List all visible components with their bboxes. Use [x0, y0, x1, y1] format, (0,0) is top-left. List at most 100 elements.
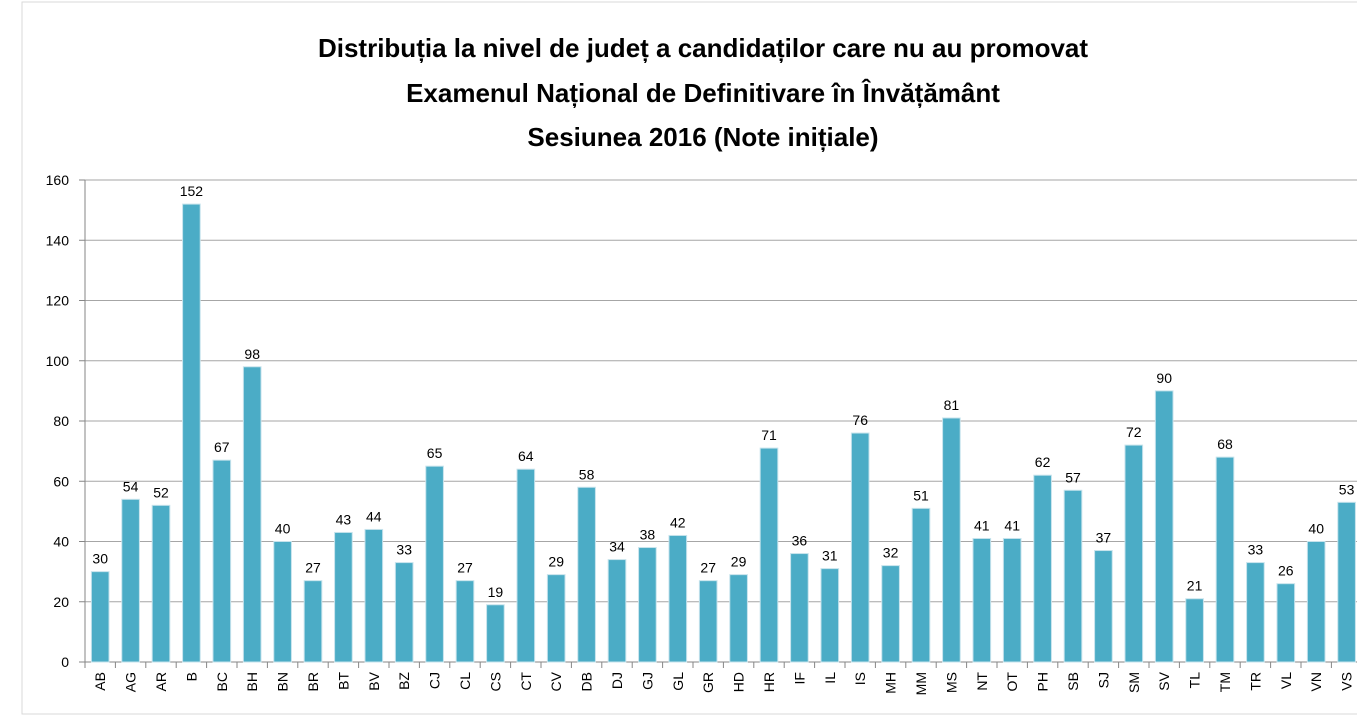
x-tick-label: B	[183, 672, 199, 681]
data-label: 68	[1217, 436, 1233, 452]
data-label: 38	[640, 527, 656, 543]
data-label: 62	[1035, 454, 1051, 470]
bar	[516, 468, 536, 663]
bar	[151, 504, 171, 663]
x-tick-label: SJ	[1095, 672, 1111, 688]
data-label: 41	[1004, 517, 1020, 533]
bar	[972, 537, 992, 663]
data-label: 65	[427, 445, 443, 461]
data-label: 81	[944, 397, 960, 413]
bar	[1215, 456, 1235, 663]
x-tick-label: IS	[852, 672, 868, 685]
bar	[1124, 444, 1144, 663]
data-label: 43	[336, 511, 352, 527]
bar	[455, 580, 475, 663]
bar	[698, 580, 718, 663]
x-tick-label: HD	[731, 672, 747, 692]
x-tick-label: CJ	[427, 672, 443, 689]
x-tick-label: VN	[1308, 672, 1324, 691]
data-label: 98	[244, 346, 260, 362]
x-tick-label: TM	[1217, 672, 1233, 692]
x-tick-label: TR	[1247, 672, 1263, 691]
bar	[546, 574, 566, 663]
x-tick-label: SB	[1065, 672, 1081, 691]
x-tick-label: BH	[244, 672, 260, 691]
data-label: 19	[488, 584, 504, 600]
data-label: 64	[518, 448, 534, 464]
data-label: 34	[609, 539, 625, 555]
x-tick-label: OT	[1004, 672, 1020, 692]
x-tick-label: CS	[487, 672, 503, 691]
data-label: 27	[305, 560, 321, 576]
y-tick-label: 80	[53, 413, 69, 429]
bar	[729, 574, 748, 663]
x-tick-label: MH	[883, 672, 899, 694]
x-tick-label: CT	[518, 672, 534, 691]
data-label: 36	[792, 533, 808, 549]
bar	[1306, 541, 1326, 663]
bar	[212, 459, 232, 663]
x-tick-label: BZ	[396, 672, 412, 690]
data-label: 72	[1126, 424, 1142, 440]
data-label: 57	[1065, 469, 1081, 485]
x-tick-label: BR	[305, 672, 321, 691]
x-tick-label: GL	[670, 672, 686, 691]
y-tick-label: 100	[46, 353, 70, 369]
x-tick-label: GR	[700, 672, 716, 693]
x-tick-label: BT	[335, 672, 351, 690]
bar	[759, 447, 779, 663]
bar	[820, 568, 840, 663]
bar	[790, 553, 809, 663]
x-tick-label: MM	[913, 672, 929, 695]
bar	[364, 528, 384, 663]
bar	[1033, 474, 1052, 663]
data-label: 40	[275, 521, 291, 537]
x-tick-label: HR	[761, 672, 777, 692]
y-tick-label: 60	[53, 473, 69, 489]
bar	[486, 604, 505, 663]
bar	[334, 531, 353, 663]
bar	[911, 507, 931, 663]
bar	[121, 498, 140, 663]
bar	[303, 580, 323, 663]
data-label: 29	[731, 554, 747, 570]
x-tick-label: SM	[1126, 672, 1142, 693]
x-tick-label: NT	[974, 672, 990, 691]
x-tick-label: CV	[548, 671, 564, 691]
x-tick-label: AG	[123, 672, 139, 692]
y-tick-label: 20	[53, 594, 69, 610]
data-label: 58	[579, 466, 595, 482]
y-tick-label: 40	[53, 534, 69, 550]
y-tick-label: 140	[46, 232, 70, 248]
x-tick-label: DJ	[609, 672, 625, 689]
data-label: 27	[457, 560, 473, 576]
data-label: 54	[123, 478, 139, 494]
bar	[942, 417, 961, 663]
x-tick-label: BC	[214, 672, 230, 691]
x-tick-label: BV	[366, 671, 382, 690]
bar	[1002, 537, 1022, 663]
bar	[668, 534, 688, 663]
x-tick-label: AB	[92, 672, 108, 691]
bar	[182, 203, 201, 663]
x-tick-label: GJ	[639, 672, 655, 690]
data-label: 27	[700, 560, 716, 576]
chart-title: Sesiunea 2016 (Note inițiale)	[527, 122, 878, 152]
bar	[850, 432, 870, 663]
bar	[273, 541, 292, 663]
data-label: 37	[1096, 530, 1112, 546]
data-label: 42	[670, 514, 686, 530]
y-tick-label: 160	[46, 172, 70, 188]
data-label: 52	[153, 484, 169, 500]
bar	[1337, 501, 1356, 663]
x-tick-label: CL	[457, 672, 473, 690]
data-label: 44	[366, 508, 382, 524]
bar	[425, 465, 444, 663]
data-label: 76	[852, 412, 868, 428]
bar	[607, 559, 627, 663]
data-label: 21	[1187, 578, 1203, 594]
data-label: 29	[548, 554, 564, 570]
y-tick-label: 120	[46, 293, 70, 309]
x-tick-label: VL	[1278, 672, 1294, 689]
data-label: 67	[214, 439, 230, 455]
